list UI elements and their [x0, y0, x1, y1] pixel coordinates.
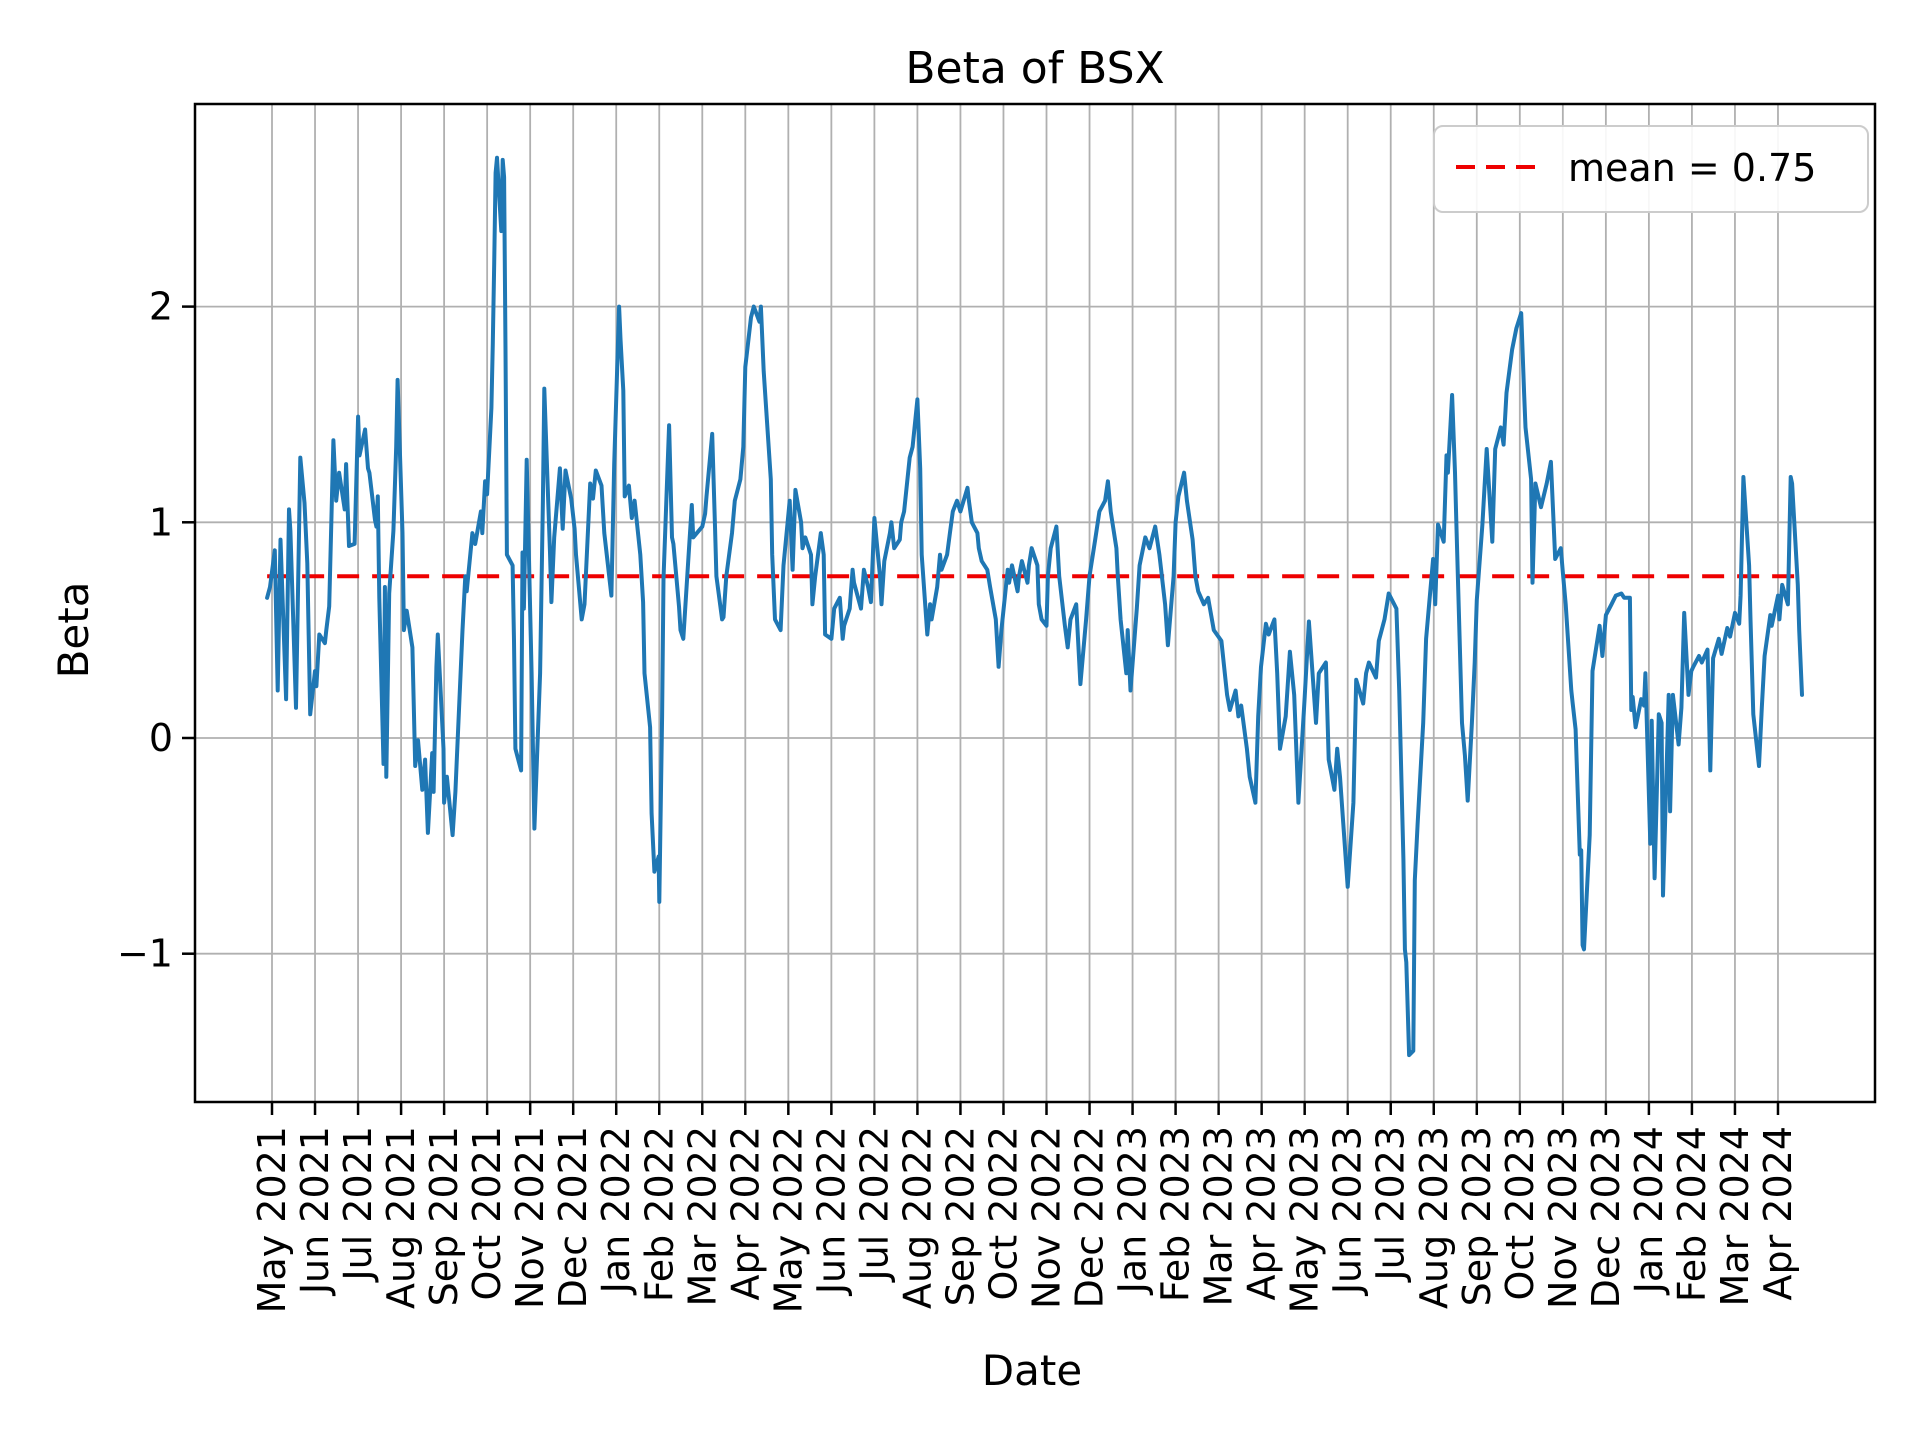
- x-tick-label: Feb 2022: [637, 1126, 681, 1302]
- y-tick-label: 0: [149, 716, 173, 760]
- y-tick-label: 2: [149, 285, 173, 329]
- x-tick-label: Jan 2023: [1111, 1126, 1155, 1295]
- x-tick-label: Dec 2023: [1584, 1126, 1628, 1308]
- plot-frame: [193, 102, 1877, 1104]
- y-tick-label: 1: [149, 500, 173, 544]
- x-tick-label: Feb 2023: [1154, 1126, 1198, 1302]
- x-tick-label: Feb 2024: [1670, 1126, 1714, 1302]
- x-tick-label: Aug 2021: [379, 1126, 423, 1309]
- x-tick-label: Nov 2021: [508, 1126, 552, 1309]
- x-tick-label: Jul 2022: [852, 1126, 896, 1283]
- x-tick-label: May 2023: [1283, 1126, 1327, 1313]
- beta-line: [265, 155, 1804, 1058]
- x-tick-label: May 2022: [766, 1126, 810, 1313]
- x-tick-label: Apr 2023: [1240, 1126, 1284, 1301]
- x-tick-label: Jul 2021: [336, 1126, 380, 1283]
- x-tick-label: Aug 2023: [1412, 1126, 1456, 1309]
- x-tick-label: May 2021: [250, 1126, 294, 1313]
- x-tick-label: Dec 2021: [551, 1126, 595, 1308]
- grid-layer: [195, 104, 1875, 1102]
- x-tick-label: Sep 2023: [1455, 1126, 1499, 1306]
- x-tick-label: Apr 2022: [723, 1126, 767, 1301]
- legend-box: [1433, 125, 1869, 213]
- x-tick-label: Mar 2024: [1713, 1126, 1757, 1306]
- x-tick-label: Mar 2023: [1197, 1126, 1241, 1306]
- x-tick-label: Jun 2021: [293, 1126, 337, 1296]
- legend: mean = 0.75: [1433, 125, 1869, 213]
- x-tick-label: Sep 2022: [938, 1126, 982, 1306]
- series-layer: [265, 155, 1804, 1058]
- x-tick-label: Aug 2022: [895, 1126, 939, 1309]
- tick-layer: May 2021 Jun 2021 Jul 2021 Aug 2021 Sep 2021…: [117, 285, 1800, 1314]
- x-tick-label: Jan 2024: [1627, 1126, 1671, 1295]
- x-tick-label: Jun 2023: [1326, 1126, 1370, 1296]
- x-tick-label: Mar 2022: [680, 1126, 724, 1306]
- x-tick-label: Oct 2021: [465, 1126, 509, 1301]
- legend-label: mean = 0.75: [1568, 146, 1816, 190]
- x-axis-label: Date: [982, 1346, 1082, 1395]
- chart-title: Beta of BSX: [905, 43, 1164, 94]
- x-tick-label: Jun 2022: [809, 1126, 853, 1296]
- x-tick-label: Apr 2024: [1756, 1126, 1800, 1301]
- y-axis-label: Beta: [49, 582, 98, 679]
- x-tick-label: Nov 2022: [1025, 1126, 1069, 1309]
- x-tick-label: Nov 2023: [1541, 1126, 1585, 1309]
- x-tick-label: Jan 2022: [594, 1126, 638, 1295]
- x-tick-label: Oct 2022: [981, 1126, 1025, 1301]
- x-tick-label: Dec 2022: [1068, 1126, 1112, 1308]
- y-tick-label: −1: [117, 932, 173, 976]
- x-tick-label: Oct 2023: [1498, 1126, 1542, 1301]
- x-tick-label: Jul 2023: [1369, 1126, 1413, 1283]
- x-tick-label: Sep 2021: [422, 1126, 466, 1306]
